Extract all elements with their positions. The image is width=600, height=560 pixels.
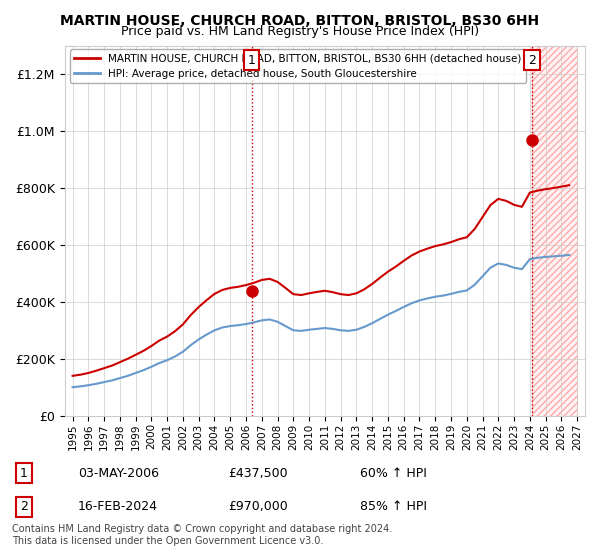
Text: 85% ↑ HPI: 85% ↑ HPI	[360, 500, 427, 514]
Text: Price paid vs. HM Land Registry's House Price Index (HPI): Price paid vs. HM Land Registry's House …	[121, 25, 479, 38]
Text: Contains HM Land Registry data © Crown copyright and database right 2024.
This d: Contains HM Land Registry data © Crown c…	[12, 524, 392, 546]
Text: MARTIN HOUSE, CHURCH ROAD, BITTON, BRISTOL, BS30 6HH: MARTIN HOUSE, CHURCH ROAD, BITTON, BRIST…	[61, 14, 539, 28]
Text: £437,500: £437,500	[228, 466, 287, 480]
Text: 1: 1	[248, 54, 256, 67]
Bar	[532, 46, 577, 416]
Bar	[532, 46, 577, 416]
Text: 16-FEB-2024: 16-FEB-2024	[78, 500, 158, 514]
Text: 2: 2	[20, 500, 28, 514]
Text: 1: 1	[20, 466, 28, 480]
Text: £970,000: £970,000	[228, 500, 288, 514]
Text: 03-MAY-2006: 03-MAY-2006	[78, 466, 159, 480]
Text: 2: 2	[528, 54, 536, 67]
Text: 60% ↑ HPI: 60% ↑ HPI	[360, 466, 427, 480]
Legend: MARTIN HOUSE, CHURCH ROAD, BITTON, BRISTOL, BS30 6HH (detached house), HPI: Aver: MARTIN HOUSE, CHURCH ROAD, BITTON, BRIST…	[70, 49, 526, 83]
